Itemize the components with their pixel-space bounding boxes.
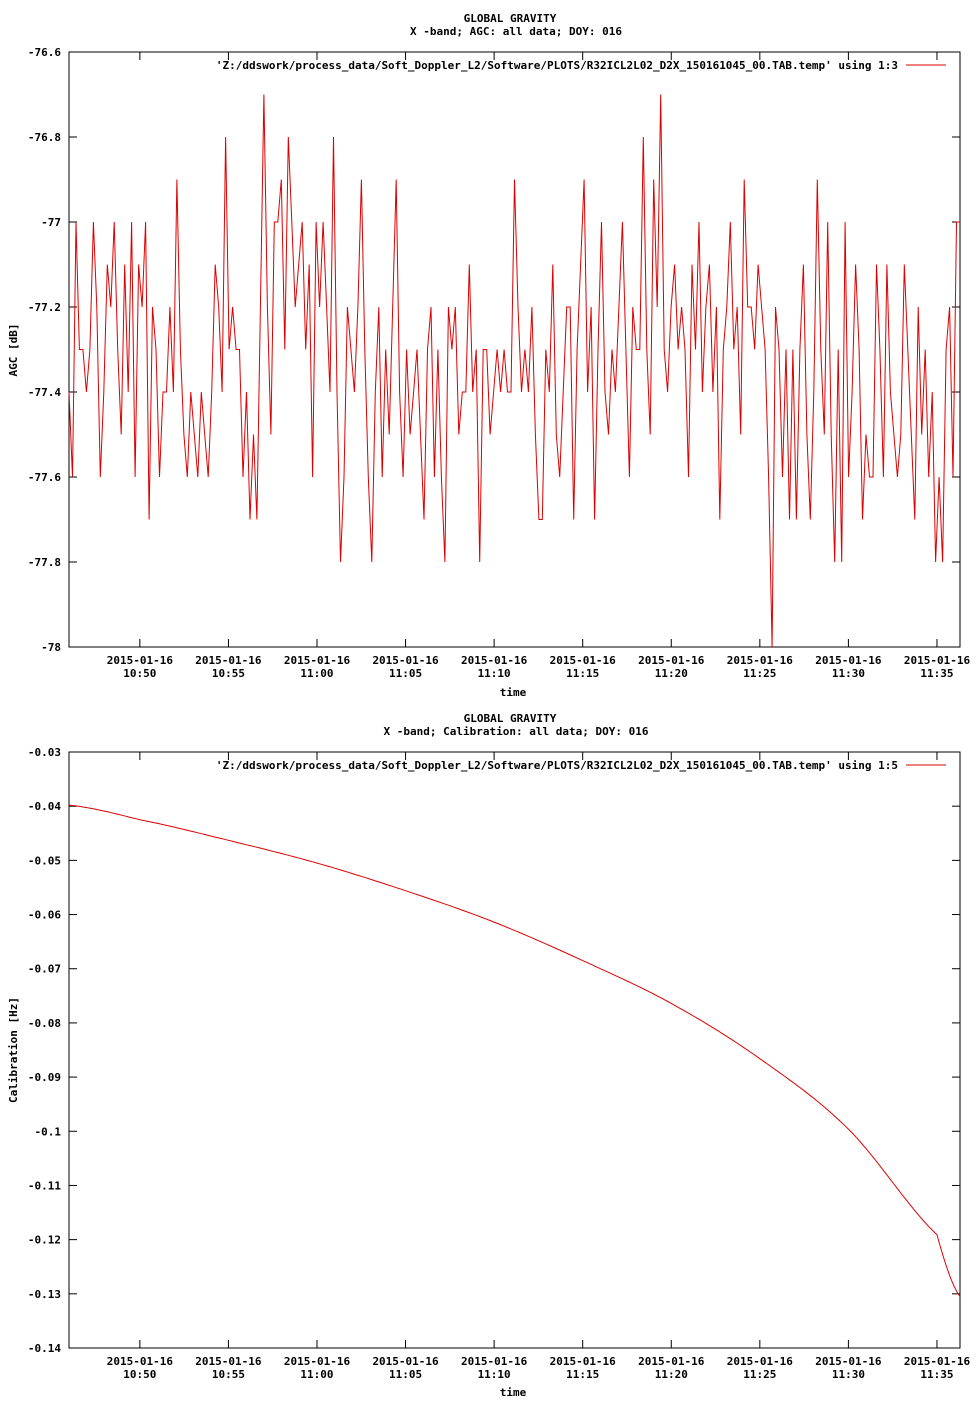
calibration-x-tick-time: 11:35 xyxy=(920,1368,953,1381)
calibration-x-tick-date: 2015-01-16 xyxy=(372,1355,439,1368)
calibration-y-tick-label: -0.1 xyxy=(35,1125,62,1138)
calibration-series-line xyxy=(68,804,961,1297)
agc-x-tick-date: 2015-01-16 xyxy=(107,654,174,667)
calibration-x-tick-time: 10:50 xyxy=(123,1368,156,1381)
calibration-x-tick-date: 2015-01-16 xyxy=(638,1355,705,1368)
agc-x-tick-time: 11:35 xyxy=(920,667,953,680)
agc-y-tick-label: -77.4 xyxy=(28,386,61,399)
agc-y-tick-label: -77 xyxy=(41,216,61,229)
agc-x-tick-date: 2015-01-16 xyxy=(284,654,351,667)
agc-x-tick-date: 2015-01-16 xyxy=(815,654,882,667)
calibration-chart-title: GLOBAL GRAVITY xyxy=(464,712,557,725)
calibration-plot-frame xyxy=(68,751,961,1349)
agc-x-axis-label: time xyxy=(500,686,527,699)
calibration-y-tick-label: -0.12 xyxy=(28,1234,61,1247)
calibration-x-tick-date: 2015-01-16 xyxy=(284,1355,351,1368)
agc-x-tick-date: 2015-01-16 xyxy=(727,654,794,667)
agc-x-tick-time: 11:20 xyxy=(655,667,688,680)
calibration-x-tick-time: 11:00 xyxy=(300,1368,333,1381)
calibration-y-tick-label: -0.04 xyxy=(28,800,61,813)
agc-x-tick-time: 11:30 xyxy=(832,667,865,680)
calibration-x-tick-date: 2015-01-16 xyxy=(195,1355,262,1368)
agc-x-tick-time: 11:15 xyxy=(566,667,599,680)
agc-y-tick-label: -77.6 xyxy=(28,471,61,484)
calibration-x-tick-time: 11:05 xyxy=(389,1368,422,1381)
agc-y-axis: -76.6 -76.8 -77 -77.2 -77.4 -77.6 -77.8 -78 xyxy=(28,46,960,654)
agc-x-tick-date: 2015-01-16 xyxy=(195,654,262,667)
calibration-x-tick-time: 11:25 xyxy=(743,1368,776,1381)
calibration-y-axis-label: Calibration [Hz] xyxy=(7,997,20,1103)
calibration-y-tick-label: -0.11 xyxy=(28,1179,61,1192)
calibration-x-tick-date: 2015-01-16 xyxy=(461,1355,528,1368)
agc-x-tick-time: 11:00 xyxy=(300,667,333,680)
calibration-x-tick-time: 11:20 xyxy=(655,1368,688,1381)
agc-x-tick-date: 2015-01-16 xyxy=(550,654,617,667)
calibration-x-tick-date: 2015-01-16 xyxy=(727,1355,794,1368)
agc-y-tick-label: -78 xyxy=(41,641,61,654)
agc-x-tick-date: 2015-01-16 xyxy=(904,654,971,667)
agc-y-tick-label: -77.2 xyxy=(28,301,61,314)
agc-y-tick-label: -77.8 xyxy=(28,556,61,569)
agc-x-tick-date: 2015-01-16 xyxy=(372,654,439,667)
calibration-x-tick-date: 2015-01-16 xyxy=(550,1355,617,1368)
calibration-x-tick-time: 10:55 xyxy=(212,1368,245,1381)
calibration-x-tick-time: 11:15 xyxy=(566,1368,599,1381)
calibration-x-tick-date: 2015-01-16 xyxy=(107,1355,174,1368)
calibration-y-tick-label: -0.05 xyxy=(28,854,61,867)
agc-x-tick-time: 11:05 xyxy=(389,667,422,680)
agc-x-tick-date: 2015-01-16 xyxy=(461,654,528,667)
agc-chart: GLOBAL GRAVITY X -band; AGC: all data; D… xyxy=(7,12,970,699)
calibration-x-tick-date: 2015-01-16 xyxy=(815,1355,882,1368)
agc-y-tick-label: -76.8 xyxy=(28,131,61,144)
agc-x-axis: 2015-01-1610:502015-01-1610:552015-01-16… xyxy=(107,52,971,680)
agc-chart-subtitle: X -band; AGC: all data; DOY: 016 xyxy=(410,25,622,38)
calibration-y-tick-label: -0.09 xyxy=(28,1071,61,1084)
calibration-x-axis-label: time xyxy=(500,1386,527,1399)
agc-y-tick-label: -76.6 xyxy=(28,46,61,59)
agc-x-tick-time: 10:50 xyxy=(123,667,156,680)
calibration-x-tick-time: 11:10 xyxy=(478,1368,511,1381)
calibration-y-tick-label: -0.07 xyxy=(28,963,61,976)
agc-chart-title: GLOBAL GRAVITY xyxy=(464,12,557,25)
calibration-chart: GLOBAL GRAVITY X -band; Calibration: all… xyxy=(7,712,970,1399)
agc-x-tick-time: 11:10 xyxy=(478,667,511,680)
agc-x-tick-time: 11:25 xyxy=(743,667,776,680)
calibration-legend-label: 'Z:/ddswork/process_data/Soft_Doppler_L2… xyxy=(216,759,898,772)
agc-x-tick-date: 2015-01-16 xyxy=(638,654,705,667)
agc-series-line xyxy=(68,94,960,648)
calibration-x-axis: 2015-01-1610:502015-01-1610:552015-01-16… xyxy=(107,752,971,1381)
agc-x-tick-time: 10:55 xyxy=(212,667,245,680)
calibration-y-tick-label: -0.13 xyxy=(28,1288,61,1301)
calibration-chart-subtitle: X -band; Calibration: all data; DOY: 016 xyxy=(384,725,649,738)
calibration-y-tick-label: -0.03 xyxy=(28,746,61,759)
calibration-y-tick-label: -0.14 xyxy=(28,1342,61,1355)
calibration-y-tick-label: -0.08 xyxy=(28,1017,61,1030)
calibration-y-axis: -0.03 -0.04 -0.05 -0.06 -0.07 -0.08 -0.09 -0.1 -… xyxy=(28,746,960,1355)
agc-y-axis-label: AGC [dB] xyxy=(7,324,20,377)
calibration-x-tick-date: 2015-01-16 xyxy=(904,1355,971,1368)
calibration-x-tick-time: 11:30 xyxy=(832,1368,865,1381)
calibration-y-tick-label: -0.06 xyxy=(28,909,61,922)
agc-plot-frame xyxy=(68,51,961,648)
agc-legend-label: 'Z:/ddswork/process_data/Soft_Doppler_L2… xyxy=(216,59,898,72)
